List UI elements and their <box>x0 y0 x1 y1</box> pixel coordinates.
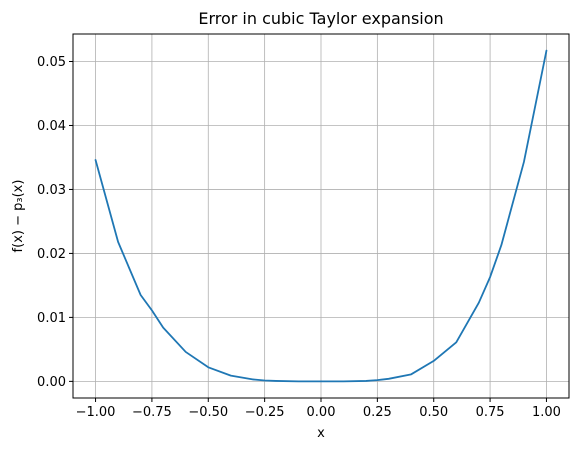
y-axis-label: f(x) − p₃(x) <box>11 180 26 253</box>
x-tick-label: 0.50 <box>419 405 448 420</box>
y-tick-label: 0.03 <box>37 183 66 198</box>
x-tick-label: −0.25 <box>245 405 285 420</box>
x-axis-label: x <box>317 426 325 441</box>
series-layer <box>94 49 548 383</box>
y-tick-label: 0.00 <box>37 375 66 390</box>
x-tick-label: −0.50 <box>188 405 228 420</box>
x-axis-ticks: −1.00 −0.75 −0.50 −0.25 0.00 0.25 0.50 0.75 1.00 <box>76 398 561 420</box>
series-line <box>94 49 548 383</box>
x-tick-label: 0.25 <box>363 405 392 420</box>
x-tick-label: −1.00 <box>76 405 116 420</box>
chart-title: Error in cubic Taylor expansion <box>198 9 443 28</box>
y-tick-label: 0.04 <box>37 119 66 134</box>
y-axis-ticks: 0.00 0.01 0.02 0.03 0.04 0.05 <box>37 55 73 390</box>
x-tick-label: 1.00 <box>532 405 561 420</box>
y-tick-label: 0.05 <box>37 55 66 70</box>
x-tick-label: −0.75 <box>132 405 172 420</box>
y-tick-label: 0.02 <box>37 247 66 262</box>
x-tick-label: 0.00 <box>307 405 336 420</box>
x-tick-label: 0.75 <box>476 405 505 420</box>
y-tick-label: 0.01 <box>37 311 66 326</box>
